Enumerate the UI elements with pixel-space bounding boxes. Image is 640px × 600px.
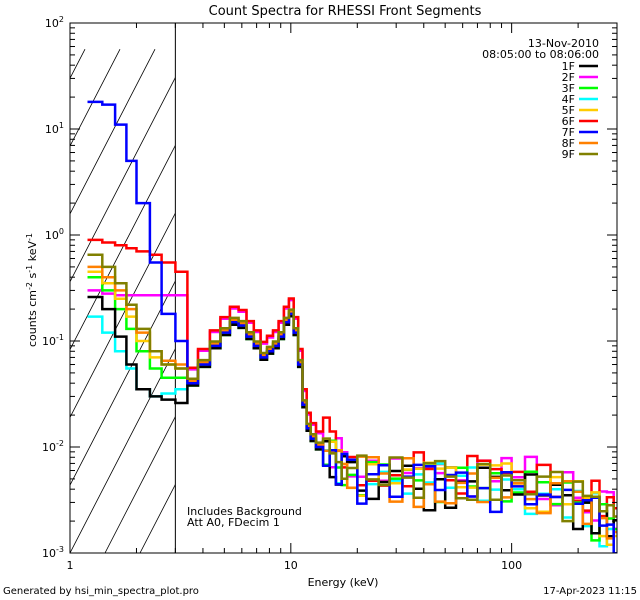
legend-label-3f: 3F xyxy=(562,82,575,95)
hatch-line xyxy=(0,49,50,553)
y-axis-label-exp-1: -2 xyxy=(25,282,34,290)
series-line-9f xyxy=(87,253,617,523)
y-tick-label: 101 xyxy=(45,121,64,136)
legend-label-5f: 5F xyxy=(562,104,575,117)
date-label: 13-Nov-2010 xyxy=(528,37,599,50)
x-tick-label: 1 xyxy=(67,559,74,572)
x-tick-label: 10 xyxy=(284,559,298,572)
y-tick-label: 10-3 xyxy=(42,545,64,560)
hatch-line xyxy=(70,347,176,553)
legend-label-7f: 7F xyxy=(562,126,575,139)
legend-label-4f: 4F xyxy=(562,93,575,106)
y-axis-label-base: counts cm xyxy=(26,290,39,347)
y-axis-label-mid-2: keV xyxy=(26,241,39,265)
hatch-line xyxy=(70,48,156,215)
time-range-label: 08:05:00 to 08:06:00 xyxy=(482,48,599,61)
series-line-7f xyxy=(87,100,617,553)
y-tick-label: 100 xyxy=(45,227,64,242)
x-axis-label: Energy (keV) xyxy=(308,576,379,589)
footer-generated-by: Generated by hsi_min_spectra_plot.pro xyxy=(3,586,199,597)
chart-title: Count Spectra for RHESSI Front Segments xyxy=(209,4,482,19)
hatch-line xyxy=(0,49,15,553)
footer-timestamp: 17-Apr-2023 11:15 xyxy=(543,586,637,597)
hatch-line xyxy=(104,415,176,553)
legend-label-6f: 6F xyxy=(562,115,575,128)
x-tick-label: 100 xyxy=(501,559,522,572)
hatch-line xyxy=(70,144,176,351)
y-tick-label: 10-1 xyxy=(42,333,64,348)
legend-label-8f: 8F xyxy=(562,137,575,150)
annotation-attenuator: Att A0, FDecim 1 xyxy=(187,516,280,529)
hatched-region xyxy=(0,48,505,553)
hatch-line xyxy=(70,76,176,283)
legend-label-1f: 1F xyxy=(562,60,575,73)
hatch-line xyxy=(70,280,176,487)
hatch-line xyxy=(70,48,86,80)
annotation-background: Includes Background xyxy=(187,505,302,518)
y-axis-label-exp-2: -1 xyxy=(25,265,34,273)
hatch-line xyxy=(245,49,505,553)
y-axis-label-exp-3: -1 xyxy=(25,233,34,241)
hatch-line xyxy=(70,48,121,147)
y-tick-label: 10-2 xyxy=(42,439,64,454)
hatch-line xyxy=(70,212,176,419)
series-line-8f xyxy=(87,265,617,540)
svg-text:counts cm-2 s-1 keV-1: counts cm-2 s-1 keV-1 xyxy=(25,233,39,347)
hatch-line xyxy=(210,49,470,553)
y-axis-label-mid-1: s xyxy=(26,272,39,281)
legend-label-9f: 9F xyxy=(562,148,575,161)
series-line-4f xyxy=(87,312,615,553)
legend-label-2f: 2F xyxy=(562,71,575,84)
y-tick-label: 102 xyxy=(45,15,64,30)
plot-frame xyxy=(69,22,618,554)
y-axis-label: counts cm-2 s-1 keV-1 xyxy=(25,233,39,347)
